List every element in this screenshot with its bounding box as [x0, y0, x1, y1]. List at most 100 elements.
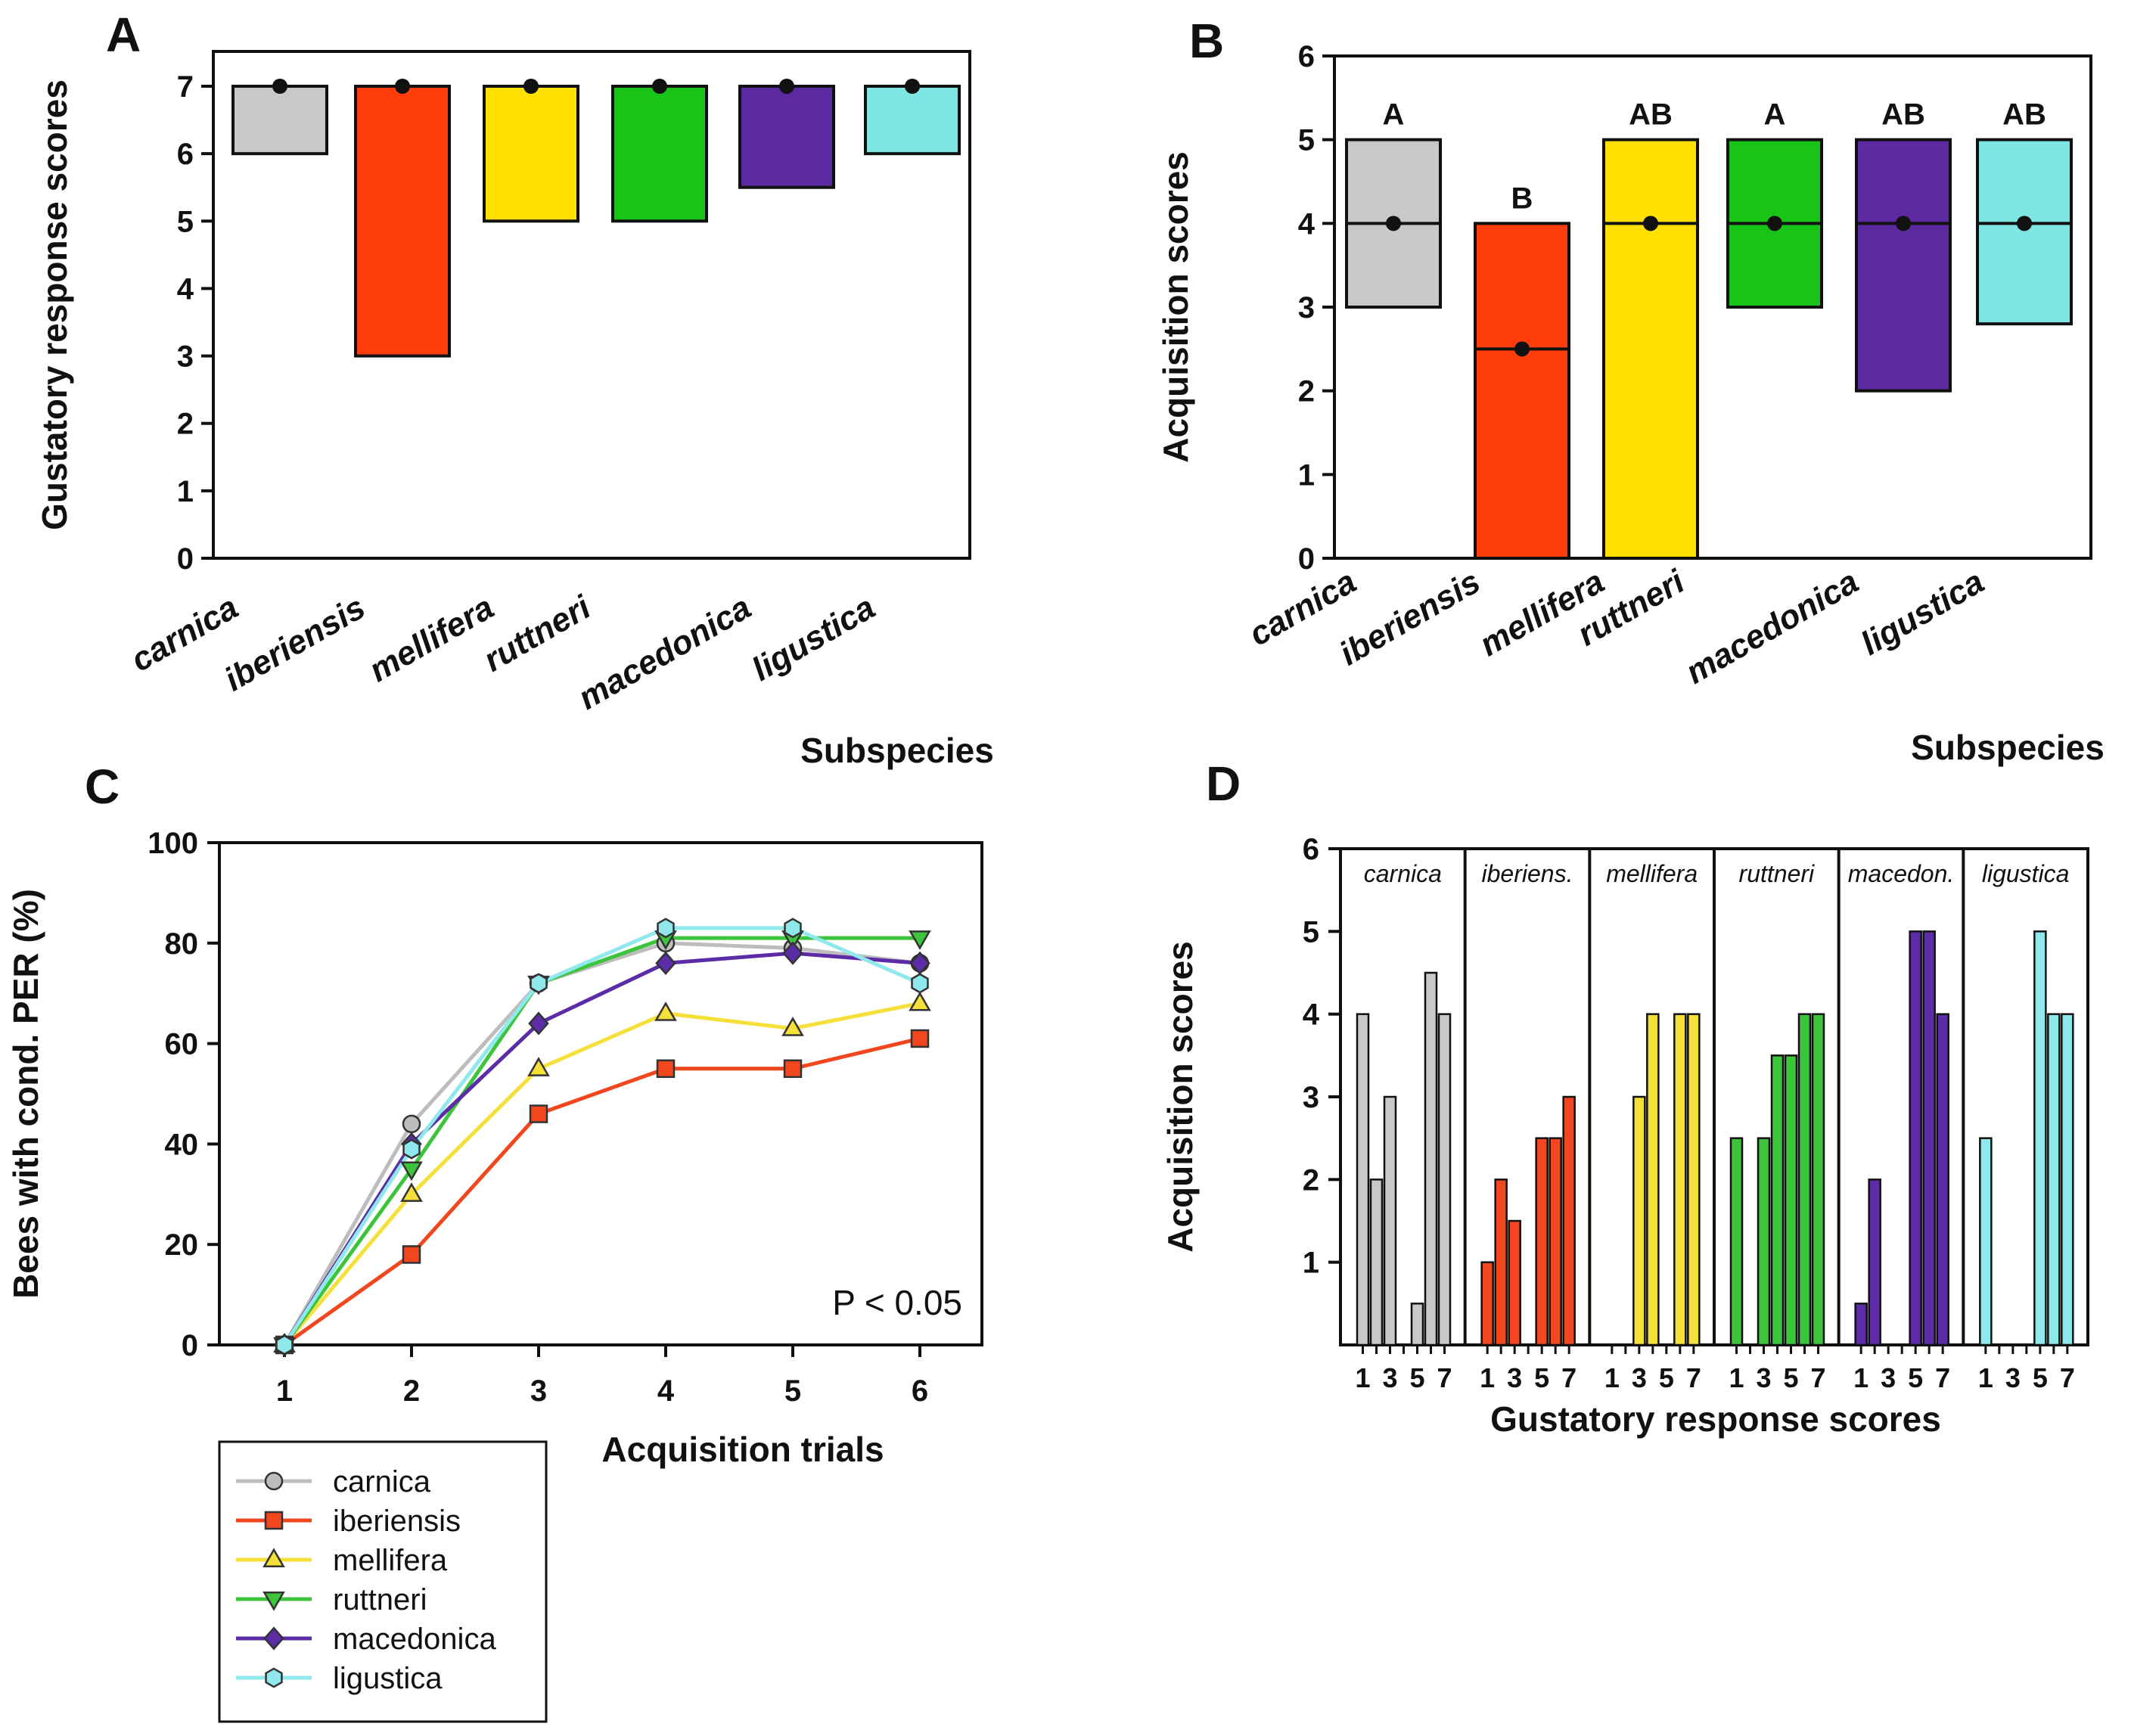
y-tick-label: 5: [1303, 915, 1319, 949]
median-point: [1643, 216, 1658, 231]
category-label: mellifera: [363, 589, 500, 689]
box: [1855, 138, 1952, 393]
median-point: [1386, 216, 1401, 231]
x-tick-label: 1: [1729, 1362, 1744, 1393]
y-tick-label: 1: [1303, 1247, 1319, 1280]
series-point: [527, 1057, 550, 1076]
y-tick-label: 1: [1298, 458, 1315, 492]
y-tick-label: 3: [1303, 1081, 1319, 1114]
bar: [1936, 1013, 1949, 1346]
series-point: [782, 941, 803, 965]
legend-label: macedonica: [333, 1623, 496, 1656]
panel-d-label: D: [1206, 756, 1241, 811]
median-point: [905, 79, 920, 94]
median-point: [652, 79, 667, 94]
y-tick-label: 5: [177, 205, 194, 238]
y-tick-label: 6: [177, 138, 194, 171]
median-point: [1896, 216, 1911, 231]
box: [231, 85, 328, 156]
bar: [1646, 1013, 1660, 1346]
series-point: [783, 1059, 803, 1079]
box: [354, 85, 451, 358]
bar: [1673, 1013, 1687, 1346]
category-label: iberiensis: [1334, 563, 1486, 672]
y-tick-label: 0: [1298, 542, 1315, 576]
box: [1602, 138, 1699, 560]
bar: [1811, 1013, 1825, 1346]
x-tick-label: 3: [1382, 1362, 1397, 1393]
category-label: macedonica: [572, 589, 757, 717]
series-point: [264, 1471, 284, 1491]
bar: [1369, 1179, 1384, 1346]
median-point: [2017, 216, 2032, 231]
x-tick-label: 5: [1659, 1362, 1674, 1393]
series-line: [282, 951, 921, 1346]
series-point: [402, 1114, 421, 1134]
panel-b-y-axis-title: Acquisition scores: [1156, 151, 1195, 463]
series-line: [282, 936, 920, 1346]
bar: [1549, 1137, 1562, 1346]
bar: [1632, 1095, 1646, 1346]
median-point: [1514, 341, 1530, 357]
box: [483, 85, 579, 223]
group-label: ligustica: [1982, 860, 2070, 887]
series-point: [528, 1011, 549, 1036]
x-tick-label: 1: [276, 1374, 293, 1408]
series-point: [265, 1667, 283, 1688]
significance-letter: AB: [1881, 98, 1925, 132]
panel-a-plot-frame: [212, 50, 971, 560]
median-point: [523, 79, 539, 94]
x-tick-label: 7: [1437, 1362, 1452, 1393]
significance-letter: AB: [2002, 98, 2046, 132]
bar: [1437, 1013, 1452, 1346]
series-point: [911, 973, 929, 994]
series-line: [282, 926, 921, 1346]
group-label: iberiens.: [1482, 860, 1573, 887]
significance-letter: A: [1383, 98, 1405, 132]
panel-b-label: B: [1189, 14, 1224, 68]
group-label: carnica: [1364, 860, 1442, 887]
series-point: [654, 1002, 677, 1021]
y-tick-label: 3: [177, 340, 194, 374]
series-line: [283, 1036, 921, 1347]
x-tick-label: 5: [1783, 1362, 1798, 1393]
series-point: [262, 1591, 285, 1611]
category-label: iberiensis: [219, 589, 371, 698]
bar: [1979, 1137, 1993, 1346]
x-tick-label: 4: [657, 1374, 675, 1408]
series-point: [910, 1029, 930, 1048]
y-tick-label: 2: [1303, 1163, 1319, 1197]
bar: [1868, 1179, 1881, 1346]
x-tick-label: 3: [1881, 1362, 1896, 1393]
y-tick-label: 0: [182, 1329, 198, 1362]
bar: [1784, 1054, 1798, 1346]
y-tick-label: 0: [177, 542, 194, 576]
group-label: ruttneri: [1739, 860, 1815, 887]
series-point: [400, 1182, 423, 1202]
group-label: macedon.: [1848, 860, 1955, 887]
category-label: ligustica: [746, 589, 881, 688]
panel-c: C 0 20 40 60 80 100 1 2 3 4 5 6 P < 0.05 Bees with…: [6, 759, 983, 1723]
bar: [2061, 1013, 2074, 1346]
bar: [1687, 1013, 1701, 1346]
y-tick-label: 6: [1298, 40, 1315, 73]
bar: [1797, 1013, 1812, 1346]
series-point: [655, 951, 676, 976]
x-tick-label: 7: [1935, 1362, 1950, 1393]
panel-a-x-axis-title: Subspecies: [800, 731, 994, 770]
x-tick-label: 7: [1561, 1362, 1577, 1393]
x-tick-label: 6: [912, 1374, 928, 1408]
median-point: [395, 79, 410, 94]
legend-label: ruttneri: [333, 1583, 427, 1616]
y-tick-label: 3: [1298, 291, 1315, 325]
legend-label: carnica: [333, 1465, 431, 1498]
category-label: macedonica: [1679, 563, 1865, 691]
bar: [1770, 1054, 1785, 1346]
series-point: [263, 1626, 284, 1651]
x-tick-label: 5: [784, 1374, 801, 1408]
bar: [2033, 930, 2047, 1346]
box: [1976, 138, 2073, 326]
panel-c-x-axis-title: Acquisition trials: [601, 1430, 884, 1469]
